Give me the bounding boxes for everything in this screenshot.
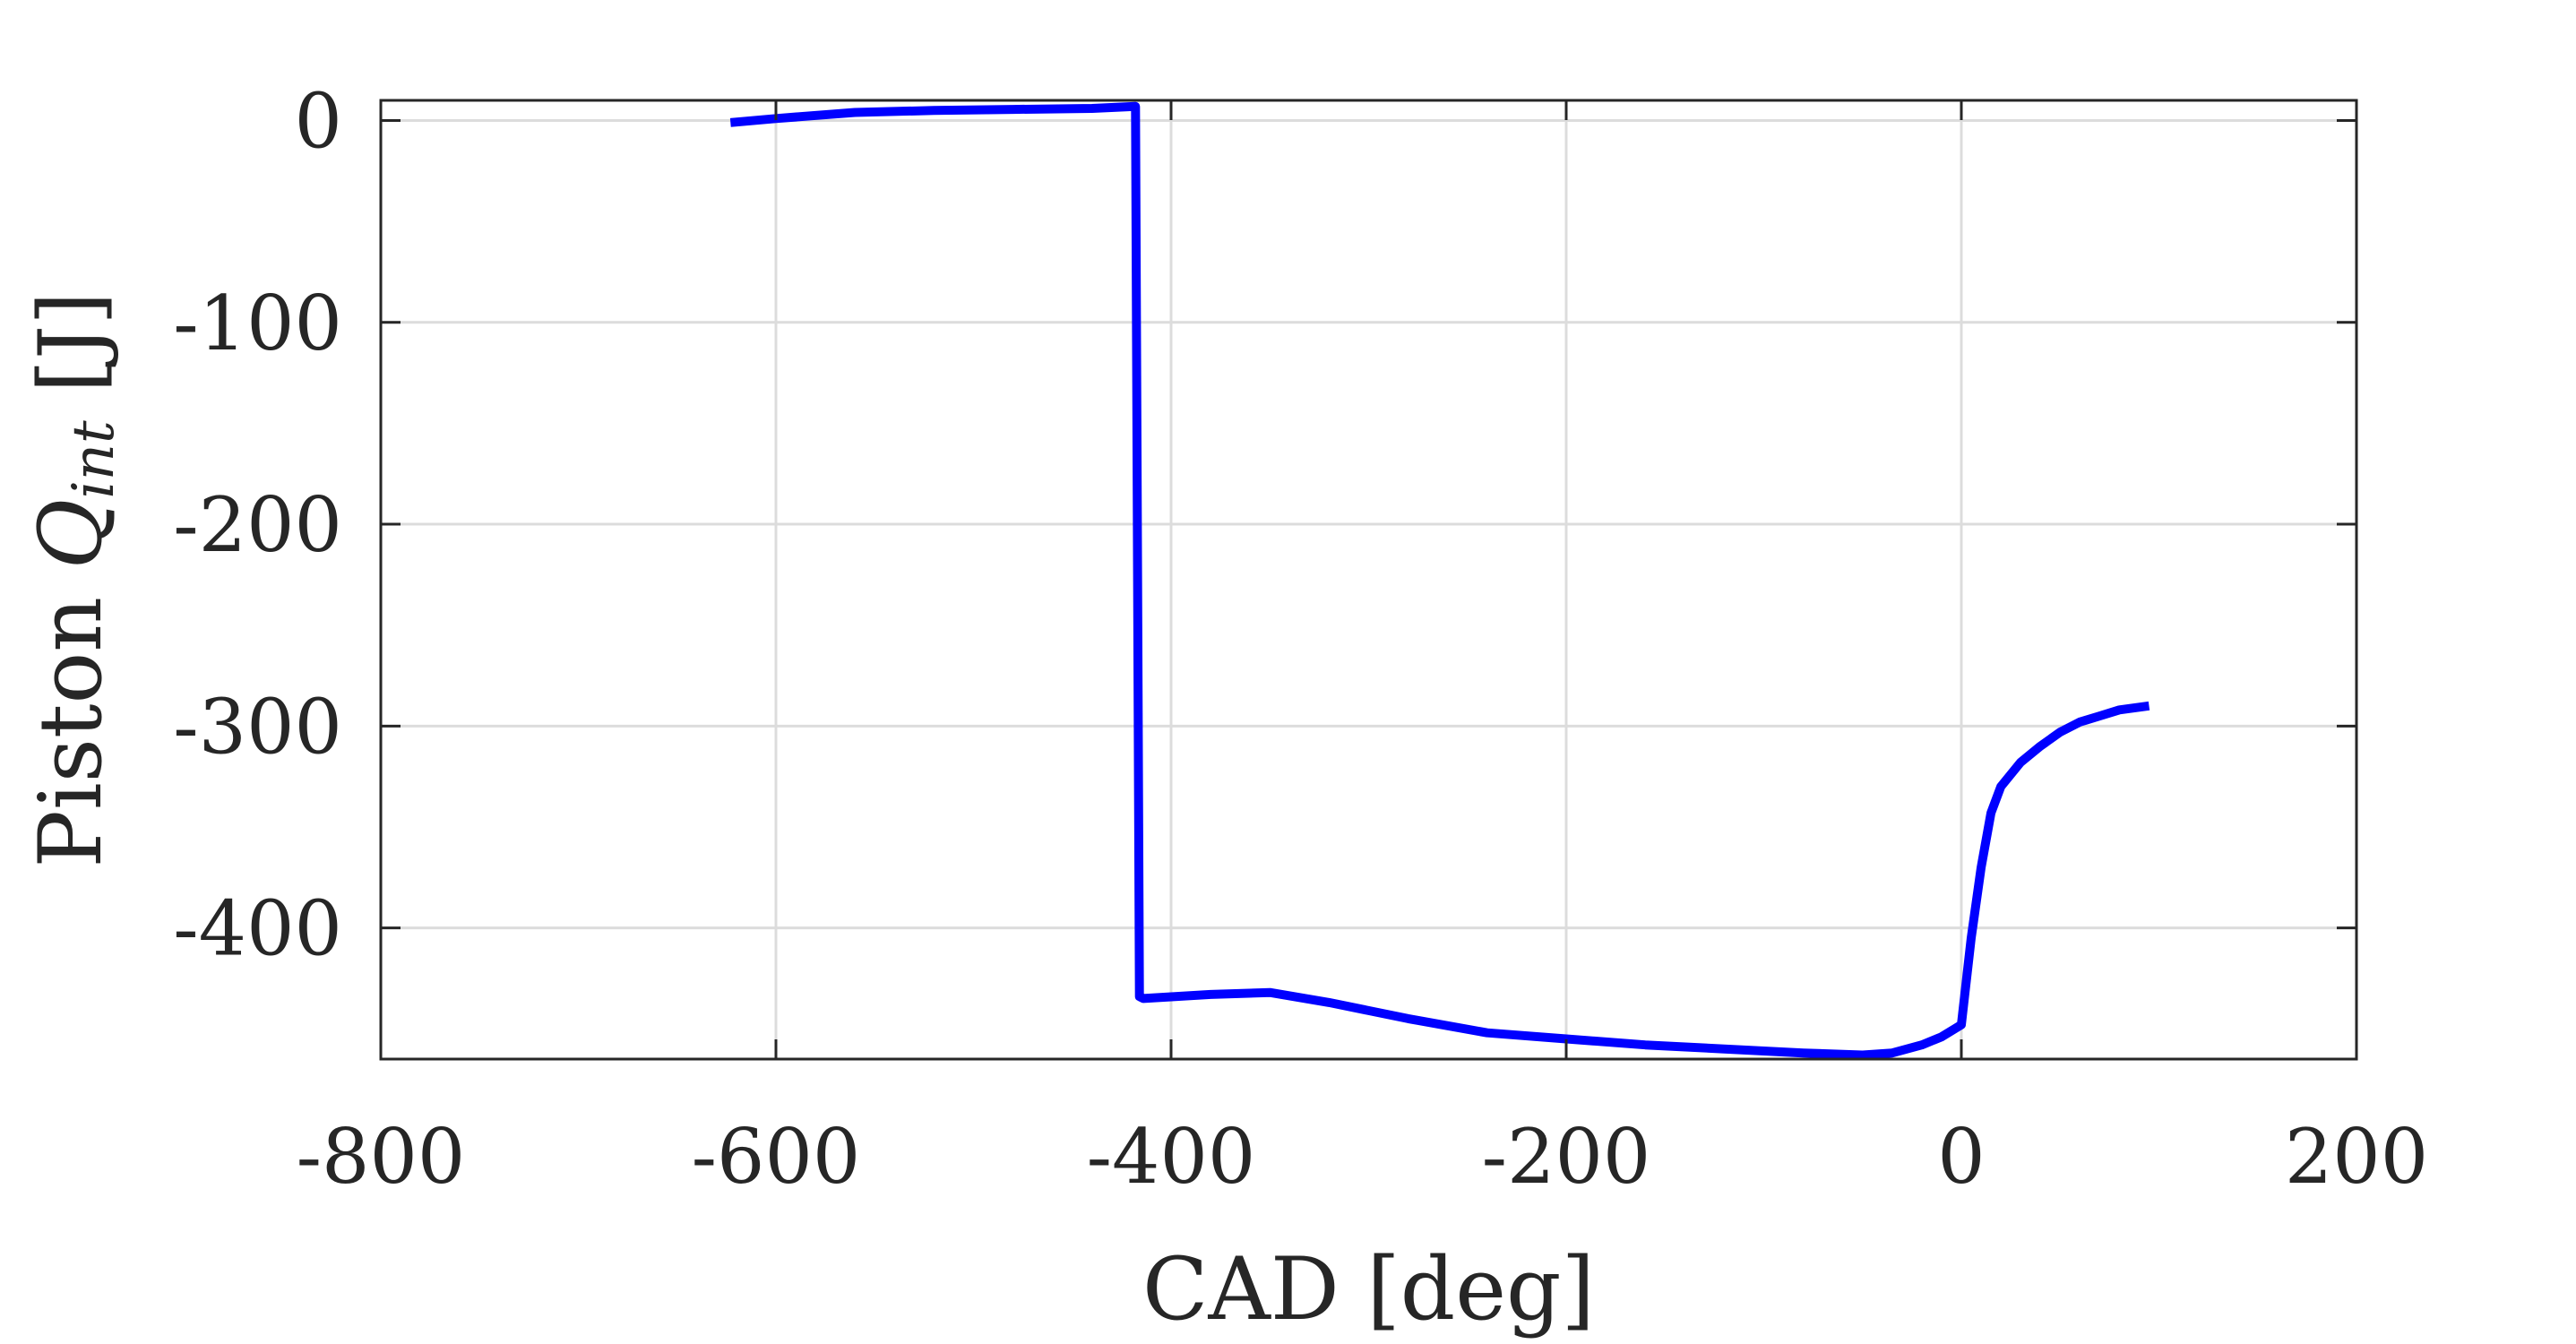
x-tick-label: -800 [297, 1113, 466, 1201]
x-tick-label: 200 [2285, 1113, 2428, 1201]
tick-marks [379, 100, 2358, 1059]
y-tick-label: -300 [173, 683, 342, 771]
series-line [729, 101, 2150, 1060]
x-tick-label: -400 [1087, 1113, 1256, 1201]
x-tick-labels: -800 -600 -400 -200 0 200 [297, 1113, 2429, 1201]
series-layer [729, 101, 2150, 1060]
y-axis-label-subscript: int [61, 420, 127, 499]
x-tick-label: -600 [692, 1113, 861, 1201]
grid-lines [379, 100, 2358, 1059]
y-tick-label: -400 [173, 885, 342, 973]
y-tick-label: -100 [173, 280, 342, 367]
plot-area-frame [379, 99, 2358, 1061]
y-tick-label: 0 [295, 78, 342, 166]
x-tick-label: -200 [1482, 1113, 1651, 1201]
y-axis-label: Piston Qint [J] [21, 291, 127, 867]
y-axis-label-suffix: [J] [21, 291, 121, 420]
y-axis-label-prefix: Piston [21, 569, 121, 867]
y-tick-labels: 0 -100 -200 -300 -400 [173, 78, 342, 973]
y-tick-label: -200 [173, 481, 342, 569]
y-axis-label-symbol: Q [21, 499, 121, 570]
x-axis-label: CAD [deg] [1142, 1239, 1595, 1340]
x-tick-label: 0 [1937, 1113, 1985, 1201]
